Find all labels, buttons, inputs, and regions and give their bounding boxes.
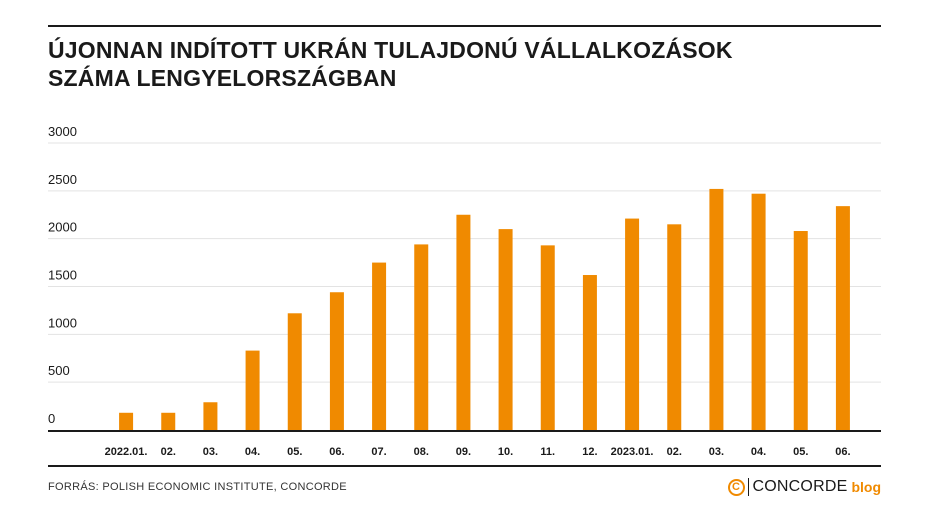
y-tick-label: 2500 bbox=[48, 172, 77, 187]
x-tick-label: 12. bbox=[582, 446, 597, 458]
bar bbox=[751, 193, 766, 430]
brand-suffix: blog bbox=[851, 479, 881, 495]
bar bbox=[709, 188, 724, 430]
bar bbox=[498, 229, 513, 430]
source-note: FORRÁS: POLISH ECONOMIC INSTITUTE, CONCO… bbox=[48, 481, 347, 493]
y-tick-label: 2000 bbox=[48, 220, 77, 235]
bar bbox=[835, 206, 850, 430]
bar bbox=[161, 412, 176, 430]
bar bbox=[372, 262, 387, 430]
y-tick-label: 1000 bbox=[48, 315, 77, 330]
x-tick-label: 10. bbox=[498, 446, 513, 458]
x-tick-label: 07. bbox=[371, 446, 386, 458]
bar bbox=[793, 231, 808, 430]
x-tick-label: 2022.01. bbox=[105, 446, 148, 458]
chart-title: ÚJONNAN INDÍTOTT UKRÁN TULAJDONÚ VÁLLALK… bbox=[48, 36, 881, 92]
x-tick-label: 09. bbox=[456, 446, 471, 458]
x-tick-label: 04. bbox=[751, 446, 766, 458]
x-tick-label: 03. bbox=[203, 446, 218, 458]
x-tick-label: 2023.01. bbox=[611, 446, 654, 458]
bar bbox=[414, 244, 429, 430]
x-tick-label: 05. bbox=[287, 446, 302, 458]
concorde-blog-logo: C CONCORDE blog bbox=[727, 475, 881, 499]
bar bbox=[625, 218, 640, 430]
y-tick-label: 0 bbox=[48, 411, 55, 426]
x-tick-label: 02. bbox=[161, 446, 176, 458]
y-tick-label: 500 bbox=[48, 363, 70, 378]
bar bbox=[329, 292, 344, 430]
x-tick-label: 06. bbox=[329, 446, 344, 458]
bar bbox=[667, 224, 682, 430]
brand-name: CONCORDE bbox=[752, 478, 848, 495]
x-tick-label: 08. bbox=[414, 446, 429, 458]
bar bbox=[245, 350, 260, 430]
top-rule bbox=[48, 25, 881, 27]
bar bbox=[119, 412, 134, 430]
bar bbox=[582, 275, 597, 430]
bar bbox=[540, 245, 555, 430]
bar bbox=[203, 402, 218, 430]
x-tick-label: 06. bbox=[835, 446, 850, 458]
y-tick-label: 1500 bbox=[48, 268, 77, 283]
chart-title-line-2: SZÁMA LENGYELORSZÁGBAN bbox=[48, 65, 397, 91]
bar bbox=[287, 313, 302, 430]
y-tick-label: 3000 bbox=[48, 124, 77, 139]
copyright-c-icon: C bbox=[727, 478, 745, 496]
chart-title-line-1: ÚJONNAN INDÍTOTT UKRÁN TULAJDONÚ VÁLLALK… bbox=[48, 37, 733, 63]
x-tick-label: 02. bbox=[667, 446, 682, 458]
logo-separator bbox=[747, 478, 749, 496]
x-tick-label: 05. bbox=[793, 446, 808, 458]
bar bbox=[456, 214, 471, 430]
bottom-rule bbox=[48, 465, 881, 467]
x-tick-label: 04. bbox=[245, 446, 260, 458]
x-tick-label: 11. bbox=[540, 446, 555, 458]
x-tick-label: 03. bbox=[709, 446, 724, 458]
